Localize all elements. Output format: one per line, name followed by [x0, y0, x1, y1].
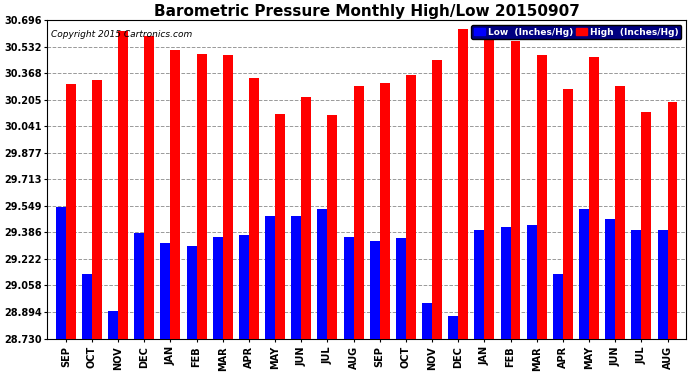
Bar	[605, 219, 615, 339]
Bar	[511, 41, 520, 339]
Bar	[589, 57, 599, 339]
Bar	[667, 102, 678, 339]
Bar	[579, 209, 589, 339]
Bar	[82, 274, 92, 339]
Bar	[353, 86, 364, 339]
Bar	[328, 115, 337, 339]
Bar	[475, 230, 484, 339]
Bar	[135, 233, 144, 339]
Bar	[422, 303, 432, 339]
Bar	[432, 60, 442, 339]
Bar	[615, 86, 625, 339]
Bar	[406, 75, 416, 339]
Bar	[275, 114, 285, 339]
Bar	[56, 207, 66, 339]
Text: Copyright 2015 Cartronics.com: Copyright 2015 Cartronics.com	[50, 30, 192, 39]
Bar	[537, 55, 546, 339]
Bar	[249, 78, 259, 339]
Bar	[92, 80, 102, 339]
Bar	[161, 243, 170, 339]
Bar	[265, 216, 275, 339]
Bar	[144, 36, 154, 339]
Bar	[526, 225, 537, 339]
Bar	[66, 84, 76, 339]
Bar	[170, 51, 180, 339]
Bar	[658, 230, 667, 339]
Bar	[197, 54, 206, 339]
Bar	[501, 227, 511, 339]
Bar	[563, 89, 573, 339]
Bar	[631, 230, 642, 339]
Bar	[344, 237, 353, 339]
Bar	[239, 235, 249, 339]
Bar	[302, 98, 311, 339]
Bar	[187, 246, 197, 339]
Bar	[448, 316, 458, 339]
Bar	[396, 238, 406, 339]
Bar	[317, 209, 328, 339]
Title: Barometric Pressure Monthly High/Low 20150907: Barometric Pressure Monthly High/Low 201…	[154, 4, 580, 19]
Bar	[553, 274, 563, 339]
Bar	[370, 242, 380, 339]
Bar	[642, 112, 651, 339]
Bar	[291, 216, 302, 339]
Legend: Low  (Inches/Hg), High  (Inches/Hg): Low (Inches/Hg), High (Inches/Hg)	[471, 25, 681, 39]
Bar	[118, 31, 128, 339]
Bar	[108, 311, 118, 339]
Bar	[213, 237, 223, 339]
Bar	[484, 26, 494, 339]
Bar	[380, 83, 390, 339]
Bar	[458, 29, 468, 339]
Bar	[223, 55, 233, 339]
